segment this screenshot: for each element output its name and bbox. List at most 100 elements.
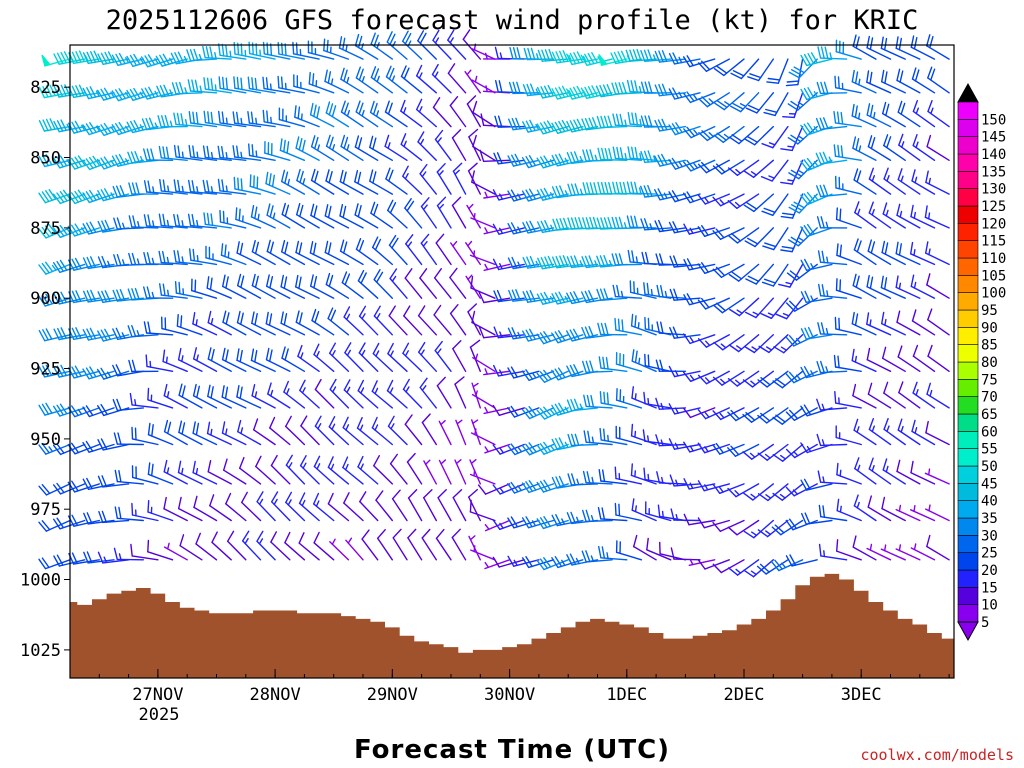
barb-staff: [528, 370, 555, 381]
barb-staff: [454, 383, 467, 409]
barb-half: [576, 516, 580, 524]
barb-full: [817, 470, 822, 483]
barb-full: [265, 77, 269, 90]
barb-full: [507, 155, 515, 167]
barb-full: [528, 442, 537, 453]
barb-staff: [835, 86, 862, 94]
wind-barb: [188, 110, 218, 128]
wind-barb: [728, 334, 760, 353]
barb-full: [327, 242, 332, 255]
barb-full: [522, 257, 529, 269]
barb-half: [579, 155, 584, 163]
barb-staff: [432, 106, 452, 128]
barb-half: [66, 123, 71, 131]
barb-half: [591, 476, 594, 484]
barb-full: [760, 412, 771, 422]
wind-barb: [391, 489, 408, 522]
barb-staff: [881, 507, 906, 522]
barb-full: [145, 117, 152, 130]
barb-full: [837, 144, 840, 158]
barb-full: [78, 84, 86, 97]
barb-full: [566, 256, 573, 269]
barb-staff: [752, 559, 774, 578]
barb-staff: [145, 332, 174, 336]
colorbar-label: 90: [981, 320, 998, 336]
barb-full: [601, 507, 606, 520]
barb-staff: [131, 476, 159, 485]
barb-half: [124, 158, 130, 165]
barb-staff: [768, 334, 789, 354]
wind-barb: [551, 367, 584, 381]
wind-barb: [451, 129, 467, 162]
barb-full: [880, 36, 884, 50]
barb-full: [161, 250, 166, 264]
wind-barb: [743, 159, 774, 179]
barb-half: [484, 406, 489, 414]
barb-half: [330, 463, 335, 471]
barb-full: [163, 84, 170, 97]
barb-full: [404, 197, 412, 209]
barb-half: [535, 123, 540, 131]
wind-barb: [404, 414, 423, 446]
barb-staff: [570, 483, 599, 486]
barb-full: [148, 86, 156, 99]
barb-half: [798, 237, 805, 242]
barb-full: [86, 328, 93, 340]
barb-staff: [402, 352, 423, 372]
barb-half: [139, 91, 145, 98]
barb-half: [139, 155, 144, 163]
barb-full: [128, 359, 133, 373]
barb-half: [708, 98, 715, 104]
wind-barb: [97, 255, 130, 269]
barb-full: [554, 556, 563, 567]
barb-full: [38, 521, 47, 532]
barb-staff: [614, 92, 643, 95]
wind-barb: [834, 316, 862, 336]
barb-half: [240, 117, 243, 125]
barb-full: [551, 186, 558, 199]
barb-half: [750, 171, 757, 176]
barb-full: [192, 383, 197, 397]
wind-barb: [780, 125, 804, 152]
barb-half: [689, 482, 694, 489]
barb-staff: [45, 443, 71, 455]
barb-full: [613, 51, 620, 64]
barb-full: [661, 83, 668, 96]
barb-staff: [586, 58, 613, 67]
barb-staff: [371, 390, 393, 409]
barb-full: [295, 136, 300, 149]
barb-full: [820, 46, 825, 59]
barb-staff: [631, 509, 657, 522]
barb-half: [124, 91, 130, 99]
barb-full: [404, 414, 413, 425]
barb-staff: [805, 519, 833, 525]
wind-barb: [852, 136, 877, 162]
barb-full: [41, 557, 50, 569]
barb-full: [785, 411, 796, 421]
barb-staff: [44, 193, 71, 204]
barb-staff: [835, 187, 862, 195]
wind-barb: [178, 420, 203, 446]
barb-full: [607, 115, 613, 128]
wind-barb: [867, 135, 892, 162]
barb-half: [103, 556, 108, 564]
barb-full: [930, 68, 936, 81]
barb-staff: [600, 518, 628, 522]
barb-full: [658, 83, 664, 97]
barb-half: [440, 420, 446, 426]
barb-full: [729, 308, 741, 317]
barb-full: [697, 299, 707, 310]
wind-barb: [786, 263, 818, 281]
barb-staff: [470, 432, 496, 446]
barb-full: [470, 276, 474, 289]
barb-staff: [570, 443, 599, 447]
barb-staff: [630, 435, 657, 446]
barb-staff: [329, 541, 350, 561]
barb-half: [499, 52, 503, 60]
wind-barbs: [38, 29, 950, 578]
barb-full: [833, 354, 837, 368]
colorbar-swatch: [957, 240, 979, 259]
barb-full: [419, 268, 428, 279]
barb-staff: [163, 508, 188, 522]
barb-full: [195, 111, 199, 125]
